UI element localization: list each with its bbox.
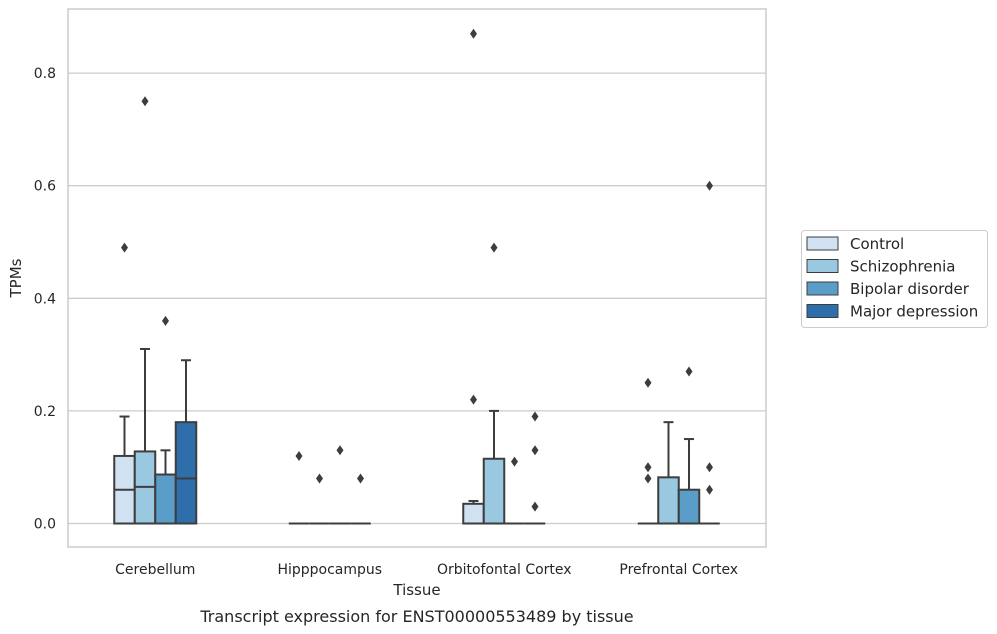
x-tick-label: Hipppocampus <box>277 562 382 578</box>
y-tick-label: 0.4 <box>34 291 56 307</box>
x-axis-title: Tissue <box>392 581 440 599</box>
box-control <box>113 242 136 525</box>
y-tick-label: 0.2 <box>34 404 56 420</box>
x-tick-label: Cerebellum <box>115 562 195 578</box>
box-bipolar-disorder <box>504 456 525 525</box>
legend-item: Schizophrenia <box>806 258 955 276</box>
y-tick-label: 0.8 <box>34 66 56 82</box>
y-axis-title: TPMs <box>7 258 25 298</box>
outlier-point <box>121 242 128 253</box>
box-body <box>462 502 485 525</box>
legend: Control Schizophrenia Bipolar disorder Majo… <box>801 230 988 328</box>
box-bipolar-disorder <box>677 366 701 525</box>
box-body <box>154 473 177 525</box>
legend-swatch <box>806 259 839 273</box>
outlier-point <box>531 501 539 512</box>
outlier-point <box>470 28 477 39</box>
box-series <box>113 28 720 525</box>
legend-item: Control <box>806 235 904 253</box>
outlier-point <box>141 96 149 107</box>
outlier-point <box>644 377 652 388</box>
box-control <box>462 28 485 525</box>
box-body <box>482 457 506 525</box>
x-tick-label: Prefrontal Cortex <box>619 562 738 578</box>
box-schizophrenia <box>309 473 330 525</box>
outlier-point <box>470 394 477 405</box>
box-schizophrenia <box>657 421 680 525</box>
box-bipolar-disorder <box>154 315 177 525</box>
outlier-point <box>295 450 303 461</box>
outlier-point <box>706 180 713 191</box>
outlier-point <box>511 456 518 467</box>
plot-area-frame <box>67 8 767 548</box>
grid-lines <box>68 72 766 525</box>
legend-swatch <box>806 281 839 296</box>
legend-label: Control <box>850 235 904 253</box>
y-tick-label: 0.6 <box>34 179 56 195</box>
box-body <box>174 421 198 525</box>
legend-label: Schizophrenia <box>850 258 955 276</box>
box-major-depression <box>524 411 546 525</box>
x-axis-ticks: Cerebellum Hipppocampus Orbitofontal Corte… <box>115 562 738 578</box>
box-major-depression <box>699 180 720 525</box>
box-major-depression <box>174 359 198 525</box>
y-tick-label: 0.0 <box>34 517 56 533</box>
legend-item: Major depression <box>806 303 978 321</box>
x-tick-label: Orbitofontal Cortex <box>437 562 572 578</box>
outlier-point <box>531 411 539 422</box>
outlier-point <box>685 366 693 377</box>
legend-label: Major depression <box>850 303 978 321</box>
box-schizophrenia <box>482 242 506 525</box>
box-schizophrenia <box>133 96 157 525</box>
outlier-point <box>706 484 713 495</box>
box-bipolar-disorder <box>329 445 351 525</box>
legend-label: Bipolar disorder <box>850 280 970 298</box>
outlier-point <box>531 445 539 456</box>
box-control <box>288 450 310 525</box>
legend-swatch <box>806 304 839 318</box>
outlier-point <box>162 315 169 326</box>
outlier-point <box>490 242 498 253</box>
outlier-point <box>644 473 652 484</box>
chart-caption: Transcript expression for ENST0000055348… <box>199 607 633 626</box>
y-axis-ticks: 0.0 0.2 0.4 0.6 0.8 <box>34 66 56 532</box>
box-body <box>657 476 680 525</box>
outlier-point <box>357 473 364 484</box>
box-control <box>637 377 659 525</box>
legend-swatch <box>806 236 839 251</box>
outlier-point <box>336 445 344 456</box>
outlier-point <box>706 462 713 473</box>
box-major-depression <box>350 473 371 525</box>
box-body <box>677 488 701 525</box>
legend-frame <box>801 230 988 328</box>
legend-item: Bipolar disorder <box>806 280 970 298</box>
outlier-point <box>316 473 323 484</box>
outlier-point <box>644 462 652 473</box>
